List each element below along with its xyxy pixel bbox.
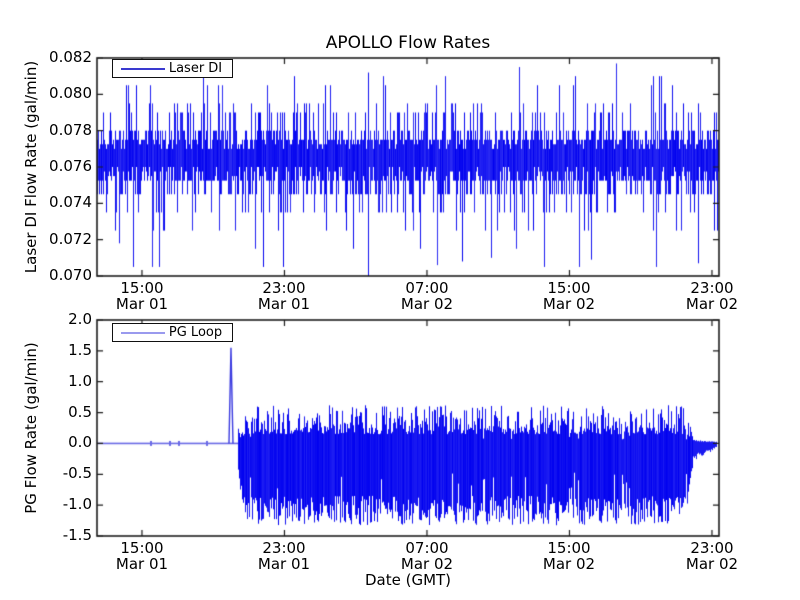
y-tick-label: 2.0 <box>68 310 92 328</box>
y-tick-label: -1.0 <box>62 495 92 513</box>
x-tick-label: 07:00 <box>405 539 449 557</box>
legend-label: PG Loop <box>168 325 223 340</box>
x-tick-label: Mar 01 <box>257 555 311 573</box>
y-tick-label: 1.0 <box>68 372 92 390</box>
y-tick-label: 0.082 <box>49 48 92 66</box>
x-tick-label: Mar 02 <box>542 295 596 313</box>
x-tick-label: 23:00 <box>262 279 306 297</box>
legend-pg-loop: PG Loop <box>112 323 233 342</box>
x-tick-label: 23:00 <box>262 539 306 557</box>
x-tick-label: Mar 02 <box>542 555 596 573</box>
x-tick-label: Mar 02 <box>685 295 739 313</box>
x-axis-label: Date (GMT) <box>364 571 452 589</box>
y-tick-label: 0.080 <box>49 84 92 102</box>
x-tick-label: Mar 01 <box>115 295 169 313</box>
x-tick-label: Mar 01 <box>115 555 169 573</box>
x-tick-label: 15:00 <box>547 279 591 297</box>
bottom-y-axis-label: PG Flow Rate (gal/min) <box>22 342 40 514</box>
x-tick-label: 07:00 <box>405 279 449 297</box>
y-tick-label: -1.5 <box>62 526 92 544</box>
y-tick-label: 0.076 <box>49 157 92 175</box>
x-tick-label: 23:00 <box>690 279 734 297</box>
chart-title: APOLLO Flow Rates <box>325 33 491 53</box>
legend-label: Laser DI <box>168 61 223 76</box>
y-tick-label: 0.072 <box>49 230 92 248</box>
x-tick-label: 15:00 <box>120 539 164 557</box>
legend-laser-di: Laser DI <box>112 59 233 78</box>
x-tick-label: 23:00 <box>690 539 734 557</box>
x-tick-label: 15:00 <box>120 279 164 297</box>
x-tick-label: Mar 02 <box>400 295 454 313</box>
y-tick-label: 0.070 <box>49 266 92 284</box>
legend-line-sample <box>121 331 165 334</box>
y-tick-label: -0.5 <box>62 464 92 482</box>
y-tick-label: 1.5 <box>68 341 92 359</box>
legend-line-sample <box>121 67 165 70</box>
x-tick-label: Mar 01 <box>257 295 311 313</box>
y-tick-label: 0.074 <box>49 193 92 211</box>
x-tick-label: 15:00 <box>547 539 591 557</box>
y-tick-label: 0.078 <box>49 121 92 139</box>
x-tick-label: Mar 02 <box>400 555 454 573</box>
x-tick-label: Mar 02 <box>685 555 739 573</box>
y-tick-label: 0.0 <box>68 433 92 451</box>
y-tick-label: 0.5 <box>68 403 92 421</box>
